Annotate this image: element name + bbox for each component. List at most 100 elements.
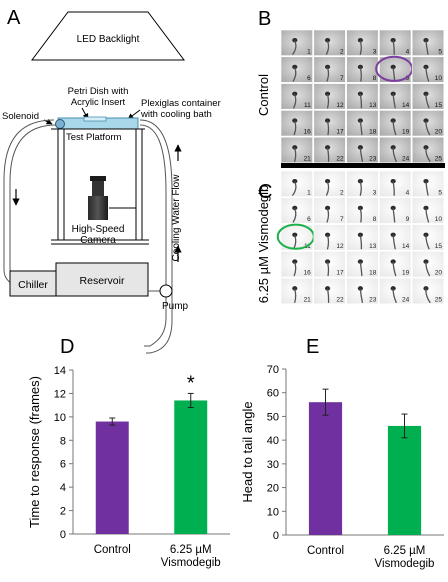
- frame-cell: 6: [280, 56, 313, 83]
- frame-number: 20: [435, 129, 443, 136]
- larva-tail: [359, 40, 362, 55]
- chart-d-response-time: 0 2 4 6 8 10 12 14 Time to response (frames) Cont…: [27, 365, 230, 569]
- larva-head: [390, 64, 396, 70]
- chart-e-head-tail-angle: 0 10 20 30 40 50 60 70 Head to tail angle Control…: [240, 364, 444, 570]
- larva-tail: [326, 261, 330, 277]
- frame-cell: 14: [379, 83, 412, 110]
- panel-letter-d: D: [60, 336, 74, 358]
- larva-tail: [359, 261, 363, 277]
- larva-head: [324, 64, 331, 70]
- frame-number: 3: [373, 189, 377, 196]
- larva-head: [324, 178, 331, 184]
- frame-number: 1: [307, 48, 311, 55]
- larva-tail: [392, 120, 397, 136]
- frame-number: 14: [402, 102, 410, 109]
- larva-tail: [292, 181, 297, 196]
- larva-head: [324, 118, 331, 123]
- larva-tail: [294, 147, 297, 163]
- larva-head: [292, 286, 298, 291]
- frame-number: 5: [438, 48, 442, 55]
- label-camera-1: High-Speed: [72, 224, 125, 235]
- panel-e: E 0 10 20 30 40 50 60 70 Head to tail angle Contr…: [240, 336, 444, 570]
- frame-cell: 20: [411, 110, 445, 137]
- frame-number: 3: [373, 48, 377, 55]
- larva-head: [357, 145, 363, 150]
- larva-tail: [425, 181, 429, 196]
- frame-cell: 7: [313, 197, 346, 224]
- panel-letter-a: A: [7, 7, 21, 29]
- bar: [174, 400, 208, 534]
- frame-cell: 3: [346, 170, 379, 197]
- label-chiller: Chiller: [18, 279, 48, 291]
- frame-number: 16: [304, 270, 312, 277]
- larva-head: [357, 64, 363, 70]
- larva-head: [292, 178, 298, 184]
- label-led-backlight: LED Backlight: [77, 34, 140, 45]
- pump: [159, 284, 173, 298]
- frame-number: 8: [373, 75, 377, 82]
- frame-cell: 3: [346, 29, 379, 56]
- larva-head: [324, 205, 331, 211]
- larva-tail: [326, 208, 330, 223]
- frame-cell: 23: [346, 277, 379, 305]
- frame-number: 18: [369, 270, 377, 277]
- larva-tail: [292, 67, 297, 82]
- frame-cell: 10: [411, 56, 445, 83]
- frame-number: 7: [340, 75, 344, 82]
- frame-cell: 21: [280, 136, 313, 164]
- frame-number: 18: [369, 129, 377, 136]
- larva-head: [357, 178, 363, 184]
- larva-head: [357, 286, 363, 291]
- larva-tail: [425, 120, 431, 136]
- larva-tail: [392, 181, 395, 196]
- larva-head: [357, 118, 363, 123]
- frame-number: 12: [336, 243, 344, 250]
- frame-number: 10: [435, 75, 443, 82]
- x-tick-label: Control: [94, 544, 131, 556]
- y-tick-label: 6: [60, 459, 66, 471]
- frame-cell: 5: [411, 29, 445, 56]
- label-plexiglas-1: Plexiglas container: [141, 98, 221, 109]
- larva-head: [324, 145, 331, 150]
- panel-letter-c: C: [258, 181, 272, 203]
- frame-number: 22: [336, 297, 344, 304]
- frame-number: 19: [402, 129, 410, 136]
- y-tick-label: 10: [267, 506, 279, 518]
- frame-number: 16: [304, 129, 312, 136]
- larva-head: [390, 37, 396, 43]
- frame-cell: 18: [346, 110, 379, 137]
- frame-cell: 24: [379, 136, 412, 164]
- frame-cell: 22: [313, 277, 346, 305]
- significance-asterisk: *: [187, 372, 195, 394]
- frame-number: 20: [435, 270, 443, 277]
- frame-number: 9: [406, 75, 410, 82]
- led-backlight: LED Backlight: [31, 11, 185, 61]
- frame-number: 15: [435, 243, 443, 250]
- frame-cell: 25: [411, 277, 445, 305]
- larva-tail: [359, 67, 362, 82]
- frame-number: 1: [307, 189, 311, 196]
- larva-head: [390, 145, 396, 150]
- frame-number: 4: [406, 189, 410, 196]
- larva-tail: [326, 94, 330, 109]
- larva-tail: [425, 147, 431, 163]
- reservoir: Reservoir: [55, 262, 149, 297]
- y-tick-label: 0: [60, 529, 66, 541]
- frame-cell: 15: [411, 224, 445, 251]
- frame-cell: 17: [313, 110, 346, 137]
- larva-head: [423, 64, 429, 70]
- larva-head: [423, 91, 429, 96]
- frame-cell: 19: [379, 110, 412, 137]
- larva-head: [292, 64, 298, 70]
- panel-a: A LED Backlight Petri Dish with Acrylic …: [2, 7, 221, 354]
- frame-cell: 19: [379, 251, 412, 278]
- larva-tail: [392, 94, 396, 109]
- label-solenoid: Solenoid: [2, 111, 39, 122]
- larva-tail: [294, 288, 297, 304]
- frame-number: 24: [402, 297, 410, 304]
- larva-head: [390, 259, 396, 264]
- x-tick-label: Vismodegib: [375, 558, 435, 570]
